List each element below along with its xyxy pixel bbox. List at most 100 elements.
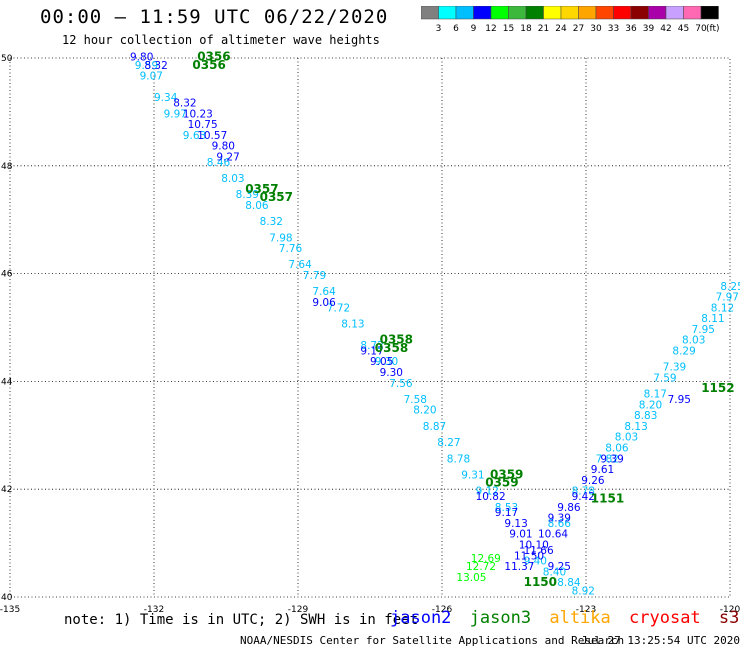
pass-time-label: 1150: [524, 575, 557, 589]
wave-height-label: 10.23: [183, 108, 213, 120]
wave-height-label: 7.76: [279, 243, 303, 255]
wave-height-label: 9.07: [140, 71, 163, 83]
wave-height-label: 9.63: [183, 130, 206, 142]
colorbar-label: 30: [590, 24, 602, 34]
colorbar-label: 3: [436, 24, 442, 34]
pass-time-label: 1151: [591, 492, 624, 506]
wave-height-label: 9.61: [591, 464, 614, 476]
wave-height-label: 9.59: [135, 60, 158, 72]
colorbar-legend: 3 6 9 12 15 18 21 24 27 30 33 36 39 42 45 70 (ft): [421, 6, 720, 34]
wave-height-label: 9.30: [380, 367, 403, 379]
wave-height-label: 8.13: [341, 319, 364, 331]
y-tick-label: 48: [1, 162, 13, 172]
pass-time-label: 0359: [485, 476, 518, 490]
wave-height-label: 9.34: [154, 92, 178, 104]
wave-height-label: 9.39: [600, 453, 623, 465]
wave-height-label: 13.05: [456, 572, 486, 584]
wave-height-label: 7.59: [653, 372, 676, 384]
wave-height-label: 9.42: [572, 491, 595, 503]
wave-height-label: 8.72: [360, 340, 383, 352]
colorbar-unit: (ft): [706, 24, 720, 34]
satellite-cryosat: cryosat: [629, 608, 701, 628]
wave-height-label: 8.27: [437, 437, 460, 449]
wave-height-label: 8.03: [221, 173, 244, 185]
wave-height-label: 10.57: [197, 130, 227, 142]
colorbar-label: 18: [520, 24, 532, 34]
colorbar-label: 42: [660, 24, 671, 34]
x-tick-label: -129: [288, 605, 309, 615]
wave-height-label: 8.40: [543, 566, 566, 578]
pass-time-label: 0358: [380, 333, 413, 347]
wave-height-label: 7.56: [389, 378, 413, 390]
wave-height-label: 8.17: [644, 389, 667, 401]
wave-height-label: 10.10: [519, 539, 549, 551]
satellite-jason2: jason2: [390, 608, 452, 628]
wave-height-label: 11.37: [504, 561, 534, 573]
wave-height-label: 8.84: [557, 577, 581, 589]
wave-height-label: 8.46: [207, 157, 231, 169]
wave-height-label: 7.64: [312, 286, 336, 298]
x-tick-label: -123: [576, 605, 596, 615]
wave-height-label: 8.53: [495, 502, 518, 514]
pass-time-label: 0357: [260, 190, 293, 204]
wave-height-label: 9.06: [312, 297, 336, 309]
axis-ticks: -135 -132 -129 -126 -123 -120 50 48 46 44 42 40: [0, 54, 740, 615]
satellite-s3a: s3a: [718, 608, 740, 628]
colorbar-label: 36: [625, 24, 637, 34]
x-tick-label: -120: [720, 605, 740, 615]
generated-timestamp: Jul 27 13:25:54 UTC 2020: [581, 634, 740, 647]
wave-height-label: 8.12: [711, 302, 734, 314]
wave-height-label: 8.25: [720, 281, 740, 293]
wave-height-label: 7.39: [663, 362, 686, 374]
page-title: 00:00 – 11:59 UTC 06/22/2020: [40, 6, 389, 28]
wave-height-label: 8.78: [572, 486, 595, 498]
wave-height-label: 8.87: [423, 421, 446, 433]
wave-height-label: 8.92: [572, 585, 595, 597]
wave-height-label: 9.13: [504, 518, 527, 530]
pass-time-label: 0359: [490, 467, 523, 481]
y-tick-label: 44: [1, 377, 13, 387]
wave-height-label: 9.97: [164, 108, 187, 120]
wave-height-label: 9.80: [212, 141, 235, 153]
wave-height-label: 10.64: [538, 529, 568, 541]
wave-height-label: 9.05: [370, 356, 393, 368]
wave-height-label: 9.26: [581, 475, 605, 487]
y-tick-label: 50: [1, 54, 13, 64]
wave-height-label: 8.29: [672, 345, 695, 357]
wave-height-label: 9.86: [557, 502, 581, 514]
x-tick-label: -126: [432, 605, 453, 615]
wave-height-label: 7.72: [327, 302, 350, 314]
wave-height-label: 10.75: [188, 119, 218, 131]
wave-height-label: 7.79: [303, 270, 326, 282]
wave-height-label: 9.39: [548, 513, 571, 525]
wave-height-label: 7.98: [269, 232, 292, 244]
wave-height-label: 8.03: [682, 335, 705, 347]
wave-height-label: 9.80: [130, 52, 153, 64]
wave-height-label: 11.50: [514, 550, 544, 562]
grid-layer: [9, 57, 731, 598]
wave-height-label: 9.25: [548, 561, 571, 573]
satellite-legend: jason2 jason3 altika cryosat s3a: [390, 608, 740, 628]
pass-time-label: 0358: [375, 341, 408, 355]
colorbar-label: 6: [453, 24, 459, 34]
wave-height-label: 8.06: [245, 200, 269, 212]
wave-height-label: 8.32: [260, 216, 283, 228]
wave-height-label: 8.83: [634, 410, 657, 422]
wave-height-label: 8.32: [144, 60, 167, 72]
colorbar-label: 27: [573, 24, 584, 34]
wave-height-label: 9.17: [495, 507, 518, 519]
wave-height-label: 10.82: [476, 491, 506, 503]
wave-height-label: 8.78: [447, 453, 470, 465]
wave-height-label: 9.40: [524, 556, 547, 568]
colorbar-label: 70: [695, 24, 707, 34]
colorbar-label: 9: [471, 24, 477, 34]
wave-height-label: 8.20: [639, 399, 662, 411]
colorbar-label: 39: [643, 24, 655, 34]
credit-line: NOAA/NESDIS Center for Satellite Applica…: [240, 634, 625, 647]
satellite-altika: altika: [549, 608, 611, 628]
footer-note: note: 1) Time is in UTC; 2) SWH is in fe…: [64, 612, 419, 628]
colorbar-label: 15: [503, 24, 514, 34]
wave-height-label: 12.72: [466, 561, 496, 573]
pass-time-label: 0356: [192, 58, 225, 72]
